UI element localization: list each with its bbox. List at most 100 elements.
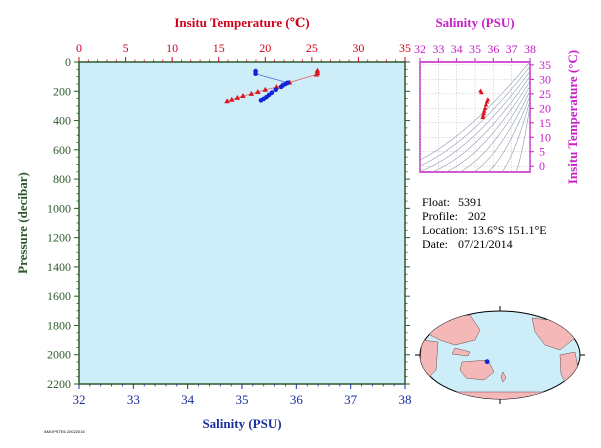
pressure-tick-label: 2200 xyxy=(47,377,71,391)
footer-small-text: AMOPSTE6 20022016 xyxy=(44,429,85,434)
pressure-tick-label: 1400 xyxy=(47,260,71,274)
temperature-tick-label: 35 xyxy=(399,41,411,55)
density-contour xyxy=(487,95,530,172)
salinity-tick-label: 34 xyxy=(181,392,195,407)
float-label: Float: xyxy=(422,195,450,209)
temperature-tick-label: 0 xyxy=(76,41,82,55)
ts-temperature-tick-label: 15 xyxy=(539,116,551,130)
temperature-axis-title: Insitu Temperature (℃) xyxy=(174,15,309,30)
density-contour xyxy=(501,100,530,172)
ts-temperature-tick-label: 0 xyxy=(539,159,545,173)
ts-temperature-tick-label: 25 xyxy=(539,87,551,101)
map-ticks xyxy=(415,306,585,404)
ts-temperature-tick-label: 30 xyxy=(539,72,551,86)
salinity-axis-ticks: 32 33 34 35 36 37 38 xyxy=(73,384,412,407)
salinity-point xyxy=(273,87,278,93)
location-label: Location: xyxy=(422,223,468,237)
pressure-axis-ticks: 0 200 400 600 800 1000 1200 1400 1600 1800 2000 220… xyxy=(47,55,410,391)
ts-salinity-ticks: 32 33 34 35 36 37 38 xyxy=(414,42,536,62)
salinity-point xyxy=(253,71,258,77)
temperature-point xyxy=(313,71,320,77)
temperature-tick-label: 5 xyxy=(123,41,129,55)
ts-point xyxy=(482,105,488,110)
ts-temperature-tick-label: 35 xyxy=(539,58,551,72)
salinity-tick-label: 33 xyxy=(127,392,140,407)
temperature-tick-label: 10 xyxy=(166,41,178,55)
temperature-point xyxy=(262,86,269,92)
salinity-tick-label: 35 xyxy=(236,392,249,407)
ts-salinity-tick-label: 35 xyxy=(469,42,481,56)
density-contour xyxy=(420,66,530,167)
ts-point xyxy=(483,102,489,107)
main-profile-plot: 0 5 10 15 20 25 30 35 32 33 34 35 36 37 38 0 200 400 600… xyxy=(15,15,412,431)
pressure-tick-label: 800 xyxy=(53,172,71,186)
map-land-antarctica xyxy=(420,391,580,399)
density-contour xyxy=(445,80,530,172)
temperature-axis-ticks: 0 5 10 15 20 25 30 35 xyxy=(76,41,411,62)
pressure-tick-label: 400 xyxy=(53,114,71,128)
salinity-axis-title: Salinity (PSU) xyxy=(202,416,281,431)
location-value: 13.6°S 151.1°E xyxy=(472,223,547,237)
salinity-point xyxy=(258,98,264,103)
pressure-tick-label: 1200 xyxy=(47,231,71,245)
ts-salinity-tick-label: 32 xyxy=(414,42,426,56)
density-contour xyxy=(420,62,530,161)
profile-label: Profile: xyxy=(422,209,458,223)
density-contours xyxy=(420,62,530,172)
ts-temperature-title: Insitu Temperature (°C) xyxy=(565,50,580,184)
map-land-africa xyxy=(420,339,439,379)
salinity-tick-label: 32 xyxy=(73,392,86,407)
ts-salinity-title: Salinity (PSU) xyxy=(435,15,514,30)
pressure-tick-label: 0 xyxy=(65,55,71,69)
float-info: Float: 5391 Profile: 202 Location: 13.6°… xyxy=(422,195,547,251)
density-contour xyxy=(515,105,530,172)
ts-temperature-tick-label: 20 xyxy=(539,101,551,115)
ts-salinity-tick-label: 34 xyxy=(451,42,463,56)
temperature-point xyxy=(240,92,246,98)
date-label: Date: xyxy=(422,237,448,251)
profile-data xyxy=(224,67,321,104)
temperature-tick-label: 25 xyxy=(306,41,318,55)
ts-point xyxy=(479,90,484,95)
salinity-point xyxy=(278,84,284,90)
float-location-marker xyxy=(484,359,490,365)
ts-point xyxy=(484,99,490,104)
date-value: 07/21/2014 xyxy=(458,237,513,251)
pressure-tick-label: 200 xyxy=(53,84,71,98)
pressure-axis-title: Pressure (decibar) xyxy=(15,172,30,274)
temperature-point xyxy=(234,94,241,100)
map-land-indonesia xyxy=(451,347,471,357)
ts-point xyxy=(480,115,485,120)
ts-salinity-tick-label: 36 xyxy=(487,42,499,56)
ts-salinity-tick-label: 38 xyxy=(524,42,536,56)
world-map xyxy=(415,306,585,404)
pressure-tick-label: 1800 xyxy=(47,318,71,332)
pressure-tick-label: 600 xyxy=(53,143,71,157)
pressure-tick-label: 1000 xyxy=(47,201,71,215)
profile-value: 202 xyxy=(468,209,486,223)
temperature-tick-label: 20 xyxy=(259,41,271,55)
ts-point xyxy=(481,108,487,113)
ts-temperature-tick-label: 10 xyxy=(539,130,551,144)
ts-salinity-tick-label: 37 xyxy=(506,42,518,56)
temperature-tick-label: 30 xyxy=(352,41,364,55)
pressure-tick-label: 1600 xyxy=(47,289,71,303)
ts-data xyxy=(478,88,491,120)
map-land-new-zealand xyxy=(500,371,507,383)
ts-point xyxy=(480,113,486,118)
density-contour xyxy=(431,76,530,172)
density-contour xyxy=(459,85,530,172)
density-contour xyxy=(473,90,530,172)
float-value: 5391 xyxy=(458,195,482,209)
temperature-point xyxy=(255,89,261,95)
density-contour xyxy=(420,71,530,172)
temperature-point xyxy=(224,98,230,104)
temperature-tick-label: 15 xyxy=(213,41,225,55)
salinity-tick-label: 37 xyxy=(344,392,358,407)
salinity-tick-label: 36 xyxy=(290,392,304,407)
pressure-tick-label: 2000 xyxy=(47,348,71,362)
temperature-point xyxy=(248,90,255,96)
